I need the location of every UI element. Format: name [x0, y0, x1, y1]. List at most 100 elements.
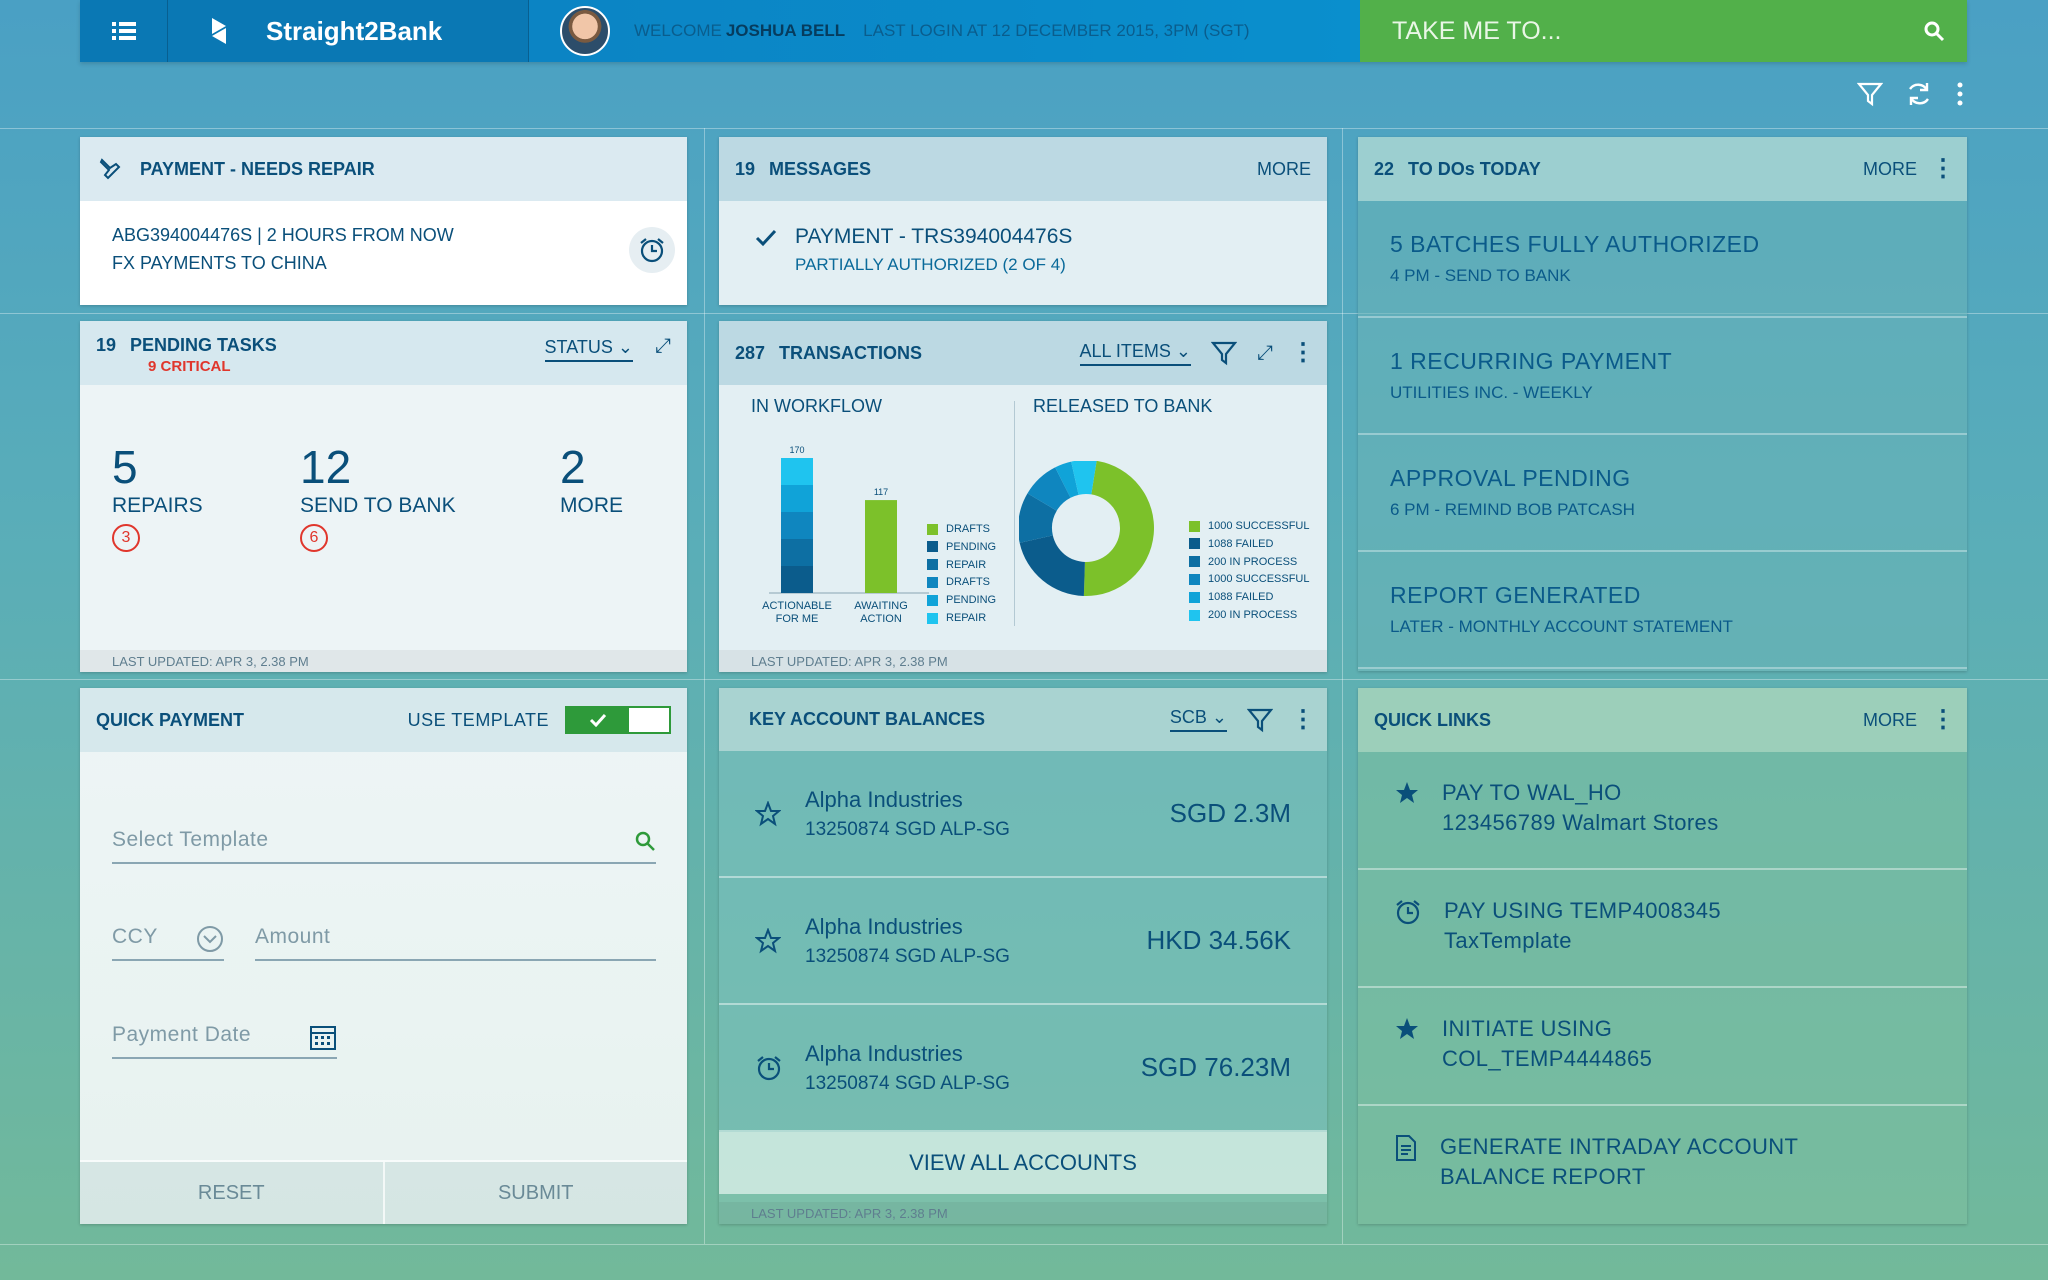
star-outline-icon[interactable]: [755, 927, 781, 954]
quick-link[interactable]: GENERATE INTRADAY ACCOUNT BALANCE REPORT: [1358, 1106, 1967, 1224]
legend-swatch: [1189, 573, 1200, 585]
legend-swatch: [927, 612, 938, 624]
menu-button[interactable]: [80, 0, 168, 62]
use-template-toggle[interactable]: [565, 706, 671, 734]
calendar-icon[interactable]: [309, 1023, 337, 1051]
more-vert-icon[interactable]: ⋮: [1291, 705, 1315, 733]
balance-row[interactable]: Alpha Industries 13250874 SGD ALP-SG SGD …: [719, 751, 1327, 878]
items-label: ALL ITEMS: [1079, 340, 1171, 361]
todo-item[interactable]: 5 BATCHES FULLY AUTHORIZED 4 PM - SEND TO…: [1358, 201, 1967, 318]
account-balance: SGD 76.23M: [1140, 1052, 1291, 1082]
reminder-button[interactable]: [629, 227, 675, 273]
ccy-select[interactable]: CCY: [112, 925, 224, 961]
document-icon: [1396, 1135, 1416, 1161]
legend-label: DRAFTS: [946, 576, 990, 589]
status-dropdown[interactable]: STATUS ⌄: [544, 337, 633, 362]
chevron-down-icon: ⌄: [1211, 707, 1227, 727]
critical-badge: 6: [300, 524, 328, 552]
message-item[interactable]: PAYMENT - TRS394004476S PARTIALLY AUTHOR…: [719, 201, 1327, 299]
balance-row[interactable]: Alpha Industries 13250874 SGD ALP-SG HKD …: [719, 878, 1327, 1005]
data-label: 170: [789, 445, 804, 455]
quick-links-more-link[interactable]: MORE: [1863, 709, 1917, 730]
todo-subtitle: 6 PM - REMIND BOB PATCASH: [1390, 500, 1635, 519]
legend-swatch: [927, 559, 938, 571]
repair-header: PAYMENT - NEEDS REPAIR: [80, 137, 687, 201]
expand-icon[interactable]: ⤢: [1257, 341, 1273, 364]
more-vert-icon[interactable]: ⋮: [1291, 339, 1315, 366]
template-select-field[interactable]: Select Template: [112, 828, 656, 864]
last-updated: LAST UPDATED: APR 3, 2.38 PM: [80, 650, 687, 672]
search-icon[interactable]: [1923, 20, 1945, 42]
legend-label: 1088 FAILED: [1208, 591, 1274, 604]
filter-icon[interactable]: [1857, 81, 1883, 107]
todos-card: 22 TO DOs TODAY MORE ⋮ 5 BATCHES FULLY A…: [1358, 137, 1967, 671]
submit-button[interactable]: SUBMIT: [384, 1162, 687, 1224]
quick-payment-header: QUICK PAYMENT USE TEMPLATE: [80, 688, 687, 752]
stat-label: MORE: [560, 494, 623, 517]
stat-send-to-bank[interactable]: 12 SEND TO BANK 6: [300, 440, 560, 552]
quick-payment-card: QUICK PAYMENT USE TEMPLATE Select Templa…: [80, 688, 687, 1224]
alarm-icon[interactable]: [755, 1054, 783, 1082]
stat-more[interactable]: 2 MORE: [560, 440, 623, 552]
todo-item[interactable]: APPROVAL PENDING 6 PM - REMIND BOB PATCAS…: [1358, 435, 1967, 552]
star-outline-icon[interactable]: [755, 800, 781, 827]
messages-header: 19 MESSAGES MORE: [719, 137, 1327, 201]
todos-count: 22: [1374, 158, 1395, 179]
quick-link[interactable]: PAY TO WAL_HO 123456789 Walmart Stores: [1358, 752, 1967, 870]
category-label: FOR ME: [776, 613, 819, 625]
legend-item: PENDING: [927, 539, 996, 557]
stat-number: 5: [112, 441, 138, 493]
legend-item: DRAFTS: [927, 521, 996, 539]
stat-number: 2: [560, 441, 586, 493]
grid-line: [704, 128, 705, 1244]
todo-item[interactable]: REPORT GENERATED LATER - MONTHLY ACCOUNT …: [1358, 552, 1967, 669]
view-all-accounts-button[interactable]: VIEW ALL ACCOUNTS: [719, 1132, 1327, 1194]
repair-card[interactable]: PAYMENT - NEEDS REPAIR ABG394004476S | 2…: [80, 137, 687, 305]
logo-icon: [212, 18, 226, 44]
link-subtitle: BALANCE REPORT: [1440, 1164, 1646, 1189]
avatar[interactable]: [560, 6, 610, 56]
critical-badge: 3: [112, 524, 140, 552]
message-subtitle: PARTIALLY AUTHORIZED (2 OF 4): [795, 255, 1066, 274]
donut-slice: [1055, 461, 1079, 498]
stat-number: 12: [300, 441, 352, 493]
bank-dropdown[interactable]: SCB ⌄: [1169, 707, 1227, 732]
last-updated: LAST UPDATED: APR 3, 2.38 PM: [719, 650, 1327, 672]
toolbar: [1857, 80, 1965, 108]
more-vert-icon[interactable]: ⋮: [1931, 706, 1955, 733]
amount-input[interactable]: Amount: [255, 925, 656, 961]
legend-label: 1000 SUCCESSFUL: [1208, 520, 1310, 532]
balance-row[interactable]: Alpha Industries 13250874 SGD ALP-SG SGD …: [719, 1005, 1327, 1132]
reset-button[interactable]: RESET: [80, 1162, 385, 1224]
grid-line: [0, 1244, 2048, 1245]
search-icon[interactable]: [634, 830, 656, 852]
filter-icon[interactable]: [1211, 340, 1237, 366]
bar-segment: [781, 566, 813, 593]
brand[interactable]: Straight2Bank: [168, 0, 529, 62]
stat-repairs[interactable]: 5 REPAIRS 3: [112, 440, 300, 552]
critical-label: 9 CRITICAL: [148, 358, 231, 375]
link-subtitle: COL_TEMP4444865: [1442, 1046, 1653, 1071]
quick-link[interactable]: PAY USING TEMP4008345 TaxTemplate: [1358, 870, 1967, 988]
refresh-icon[interactable]: [1905, 80, 1933, 108]
donut-slice: [1019, 493, 1057, 543]
account-number: 13250874 SGD ALP-SG: [805, 1072, 1010, 1094]
search-input[interactable]: TAKE ME TO...: [1392, 16, 1562, 45]
more-vert-icon[interactable]: ⋮: [1931, 155, 1955, 182]
messages-more-link[interactable]: MORE: [1257, 158, 1311, 179]
payment-date-input[interactable]: Payment Date: [112, 1023, 337, 1059]
expand-icon[interactable]: ⤢: [655, 335, 671, 357]
legend-label: DRAFTS: [946, 523, 990, 535]
grid-line: [0, 128, 2048, 129]
quick-link[interactable]: INITIATE USING COL_TEMP4444865: [1358, 988, 1967, 1106]
legend-label: 1088 FAILED: [1208, 537, 1274, 550]
bar-segment: [781, 485, 813, 512]
search-bar[interactable]: TAKE ME TO...: [1360, 0, 1967, 62]
more-vert-icon[interactable]: [1955, 81, 1965, 107]
filter-icon[interactable]: [1247, 707, 1273, 733]
items-dropdown[interactable]: ALL ITEMS ⌄: [1079, 340, 1191, 366]
top-bar: Straight2Bank WELCOME JOSHUA BELL LAST L…: [80, 0, 1967, 62]
todos-more-link[interactable]: MORE: [1863, 158, 1917, 179]
todo-item[interactable]: 1 RECURRING PAYMENT UTILITIES INC. - WEEK…: [1358, 318, 1967, 435]
balances-title: KEY ACCOUNT BALANCES: [749, 709, 986, 729]
